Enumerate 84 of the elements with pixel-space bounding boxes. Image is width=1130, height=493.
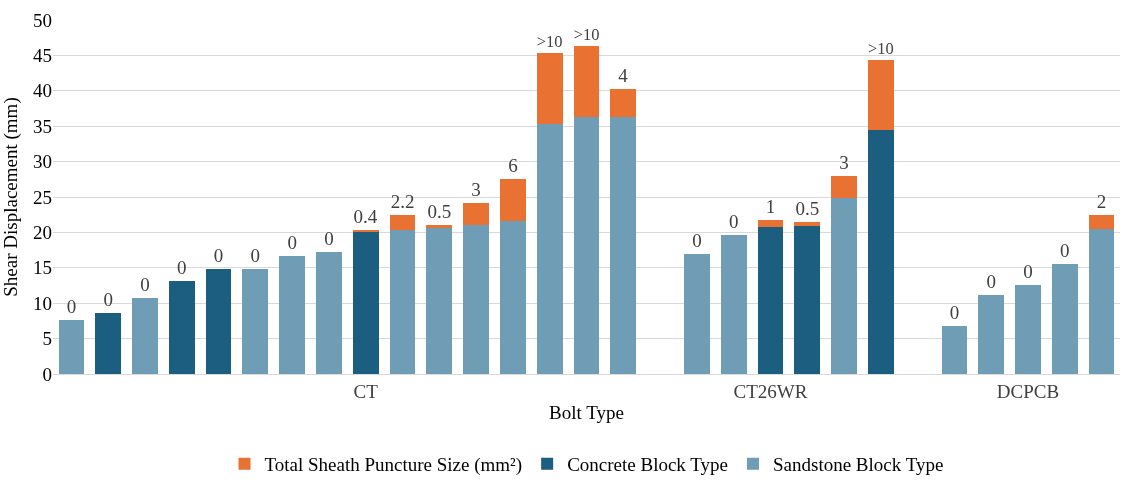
bar xyxy=(831,176,857,198)
bar xyxy=(720,234,747,374)
bar xyxy=(205,268,232,374)
bar xyxy=(389,214,416,231)
data-label: 0 xyxy=(140,274,150,296)
bar xyxy=(95,313,122,374)
data-label: >10 xyxy=(867,38,894,58)
bar xyxy=(610,88,637,117)
y-axis-title: Shear Displacement (mm) xyxy=(0,97,22,297)
bar xyxy=(316,251,342,374)
bar xyxy=(500,221,526,374)
bar xyxy=(536,124,563,374)
data-label: 0.5 xyxy=(795,198,820,220)
data-label: 0 xyxy=(728,210,739,232)
data-label: >10 xyxy=(536,31,563,51)
y-tick-label: 40 xyxy=(33,80,52,102)
bar xyxy=(279,256,306,374)
bar xyxy=(463,224,489,374)
bar xyxy=(389,230,416,374)
bar xyxy=(794,226,821,374)
bar xyxy=(426,228,453,374)
bar xyxy=(610,117,637,374)
data-label: >10 xyxy=(573,24,600,44)
data-label: 6 xyxy=(508,154,518,176)
data-label: 0 xyxy=(177,257,187,279)
bar xyxy=(573,46,600,117)
data-label: 0 xyxy=(692,229,702,251)
y-tick-label: 10 xyxy=(33,292,52,314)
bar xyxy=(463,203,489,225)
data-label: 0 xyxy=(1023,260,1033,282)
data-label: 3 xyxy=(839,152,849,174)
y-tick-label: 35 xyxy=(33,115,52,137)
bar xyxy=(500,178,526,222)
data-label: 0.4 xyxy=(353,205,378,227)
data-label: 0 xyxy=(949,301,960,323)
x-axis-title: Bolt Type xyxy=(549,401,624,423)
y-tick-label: 30 xyxy=(33,151,52,173)
data-label: 1 xyxy=(765,195,776,217)
data-label: 0 xyxy=(213,244,224,266)
bar xyxy=(867,130,894,374)
x-tick-label: CT xyxy=(353,380,379,402)
data-label: 0 xyxy=(1060,239,1070,261)
data-label: 0 xyxy=(103,289,113,311)
bar xyxy=(1088,214,1115,229)
y-tick-label: 5 xyxy=(42,328,52,350)
bar xyxy=(573,117,600,374)
y-tick-label: 15 xyxy=(33,257,52,279)
y-tick-label: 20 xyxy=(33,222,52,244)
bar xyxy=(867,60,894,131)
x-tick-label: CT26WR xyxy=(733,380,808,402)
data-label: 3 xyxy=(471,179,481,201)
data-label: 0 xyxy=(250,244,261,266)
bar xyxy=(978,294,1005,374)
data-label: 2 xyxy=(1096,190,1107,212)
y-tick-label: 50 xyxy=(33,9,52,31)
data-label: 0 xyxy=(324,227,334,249)
y-tick-label: 25 xyxy=(33,186,52,208)
bar xyxy=(757,226,784,374)
bar xyxy=(168,281,195,374)
bar xyxy=(1088,228,1115,374)
data-label: 0.5 xyxy=(427,200,452,222)
y-tick-label: 0 xyxy=(42,363,52,385)
bar xyxy=(242,268,269,374)
bar xyxy=(132,298,158,374)
data-label: 0 xyxy=(66,296,77,318)
data-label: 0 xyxy=(287,232,297,254)
legend-label: Sandstone Block Type xyxy=(773,454,944,476)
y-tick-label: 45 xyxy=(33,45,52,67)
bar xyxy=(536,53,563,125)
bar xyxy=(1051,263,1078,374)
bar xyxy=(831,197,857,374)
legend-label: Total Sheath Puncture Size (mm²) xyxy=(264,454,523,477)
data-label: 0 xyxy=(986,270,996,292)
data-label: 4 xyxy=(618,64,629,86)
bar xyxy=(58,320,85,374)
bar xyxy=(684,253,710,374)
data-label: 2.2 xyxy=(390,190,415,212)
x-tick-label: DCPCB xyxy=(996,380,1060,402)
bar xyxy=(794,222,821,227)
bar xyxy=(757,219,784,227)
bar xyxy=(1015,284,1041,374)
bar xyxy=(352,232,379,374)
bar xyxy=(941,325,968,374)
legend-label: Concrete Block Type xyxy=(567,454,728,476)
